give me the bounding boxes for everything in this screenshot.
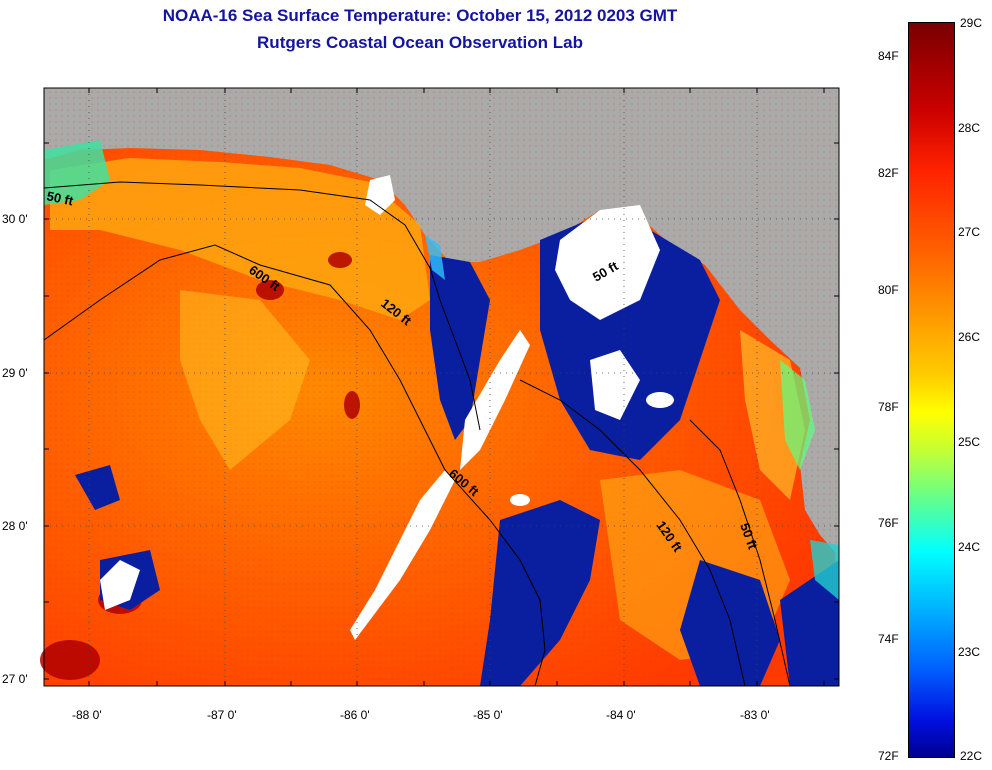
contour-label: 50 ft (45, 188, 75, 208)
lat-label: 29 0' (2, 366, 28, 380)
axis-ticks (44, 88, 839, 686)
temperature-colorbar (908, 22, 955, 758)
lon-label: -86 0' (340, 708, 370, 722)
colorbar-c-label: 23C (958, 645, 981, 659)
shelf-warm-region (50, 158, 430, 320)
colorbar-f-label: 80F (878, 283, 899, 297)
cool-coastal-bands (44, 140, 839, 600)
graticule (44, 88, 839, 686)
colorbar-c-label: 27C (958, 225, 981, 239)
lat-label: 30 0' (2, 212, 28, 226)
colorbar-c-label: 25C (958, 435, 981, 449)
colorbar-c-label: 22C (960, 749, 983, 763)
cloud-cover (100, 175, 674, 640)
lat-label: 28 0' (2, 519, 28, 533)
colorbar-f-label: 76F (878, 516, 899, 530)
lon-label: -84 0' (606, 708, 636, 722)
lat-label: 27 0' (2, 672, 28, 686)
colorbar-c-label: 24C (958, 540, 981, 554)
map-frame (43, 87, 840, 687)
colorbar-f-label: 74F (878, 632, 899, 646)
colorbar-f-label: 78F (878, 400, 899, 414)
depth-contours (43, 181, 791, 687)
lon-label: -87 0' (207, 708, 237, 722)
colorbar-f-label: 72F (878, 749, 899, 763)
lon-label: -88 0' (72, 708, 102, 722)
colorbar-c-label: 26C (958, 330, 981, 344)
colorbar-c-label: 29C (960, 16, 983, 30)
colorbar-c-label: 28C (958, 121, 981, 135)
colorbar-f-label: 84F (878, 49, 899, 63)
chart-subtitle: Rutgers Coastal Ocean Observation Lab (257, 33, 583, 52)
colorbar-f-label: 82F (878, 166, 899, 180)
lon-label: -83 0' (740, 708, 770, 722)
chart-title: NOAA-16 Sea Surface Temperature: October… (162, 6, 678, 25)
lon-label: -85 0' (473, 708, 503, 722)
